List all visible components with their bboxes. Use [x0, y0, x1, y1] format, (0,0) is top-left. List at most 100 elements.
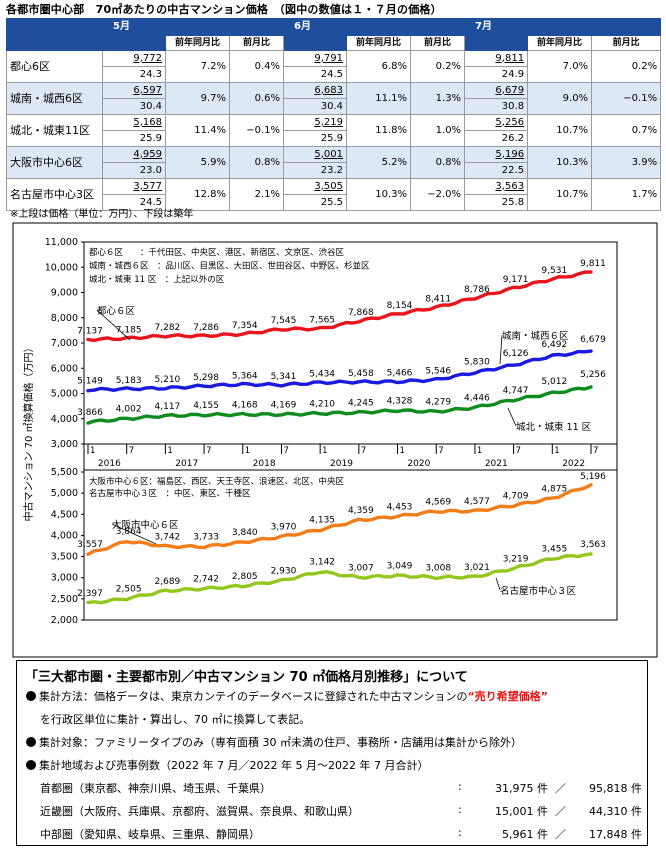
data-label: 5,298 — [193, 373, 219, 383]
y-tick-label: 11,000 — [45, 237, 78, 248]
mom-cell: 1.3% — [410, 82, 466, 115]
mom-cell: 2.1% — [228, 178, 285, 211]
data-label: 5,546 — [425, 367, 451, 377]
data-label: 3,007 — [348, 563, 374, 573]
data-label: 5,466 — [387, 369, 413, 379]
header-blank — [283, 35, 348, 51]
info-region-line: 集計地域および売事例数（2022 年 7 月／2022 年 5 月～2022 年… — [26, 757, 428, 773]
yoy-cell: 5.2% — [346, 146, 412, 179]
legend-note: 城北・城東 11 区 ：上記以外の区 — [89, 274, 225, 285]
data-label: 5,458 — [348, 369, 374, 379]
y-tick-label: 5,000 — [51, 389, 78, 400]
y-tick-label: 7,000 — [51, 338, 78, 349]
series-line — [86, 270, 593, 343]
data-label: 7,565 — [309, 316, 335, 326]
x-tick-label: 7 — [516, 446, 521, 456]
price-cell: 5,219 — [283, 114, 348, 131]
yoy-cell: 6.8% — [346, 50, 412, 83]
data-label: 4,328 — [387, 396, 413, 406]
data-label: 3,142 — [309, 558, 335, 568]
data-label: 5,012 — [541, 377, 567, 387]
y-tick-label: 2,500 — [51, 594, 78, 605]
y-tick-label: 8,000 — [51, 313, 78, 324]
price-cell: 4,959 — [102, 146, 166, 163]
data-label: 5,210 — [155, 375, 181, 385]
data-label: 7,354 — [232, 321, 258, 331]
price-cell: 9,772 — [102, 50, 166, 67]
data-label: 7,545 — [271, 316, 297, 326]
y-tick-label: 5,500 — [51, 467, 78, 478]
data-label: 2,505 — [116, 585, 142, 595]
leader-line — [96, 309, 131, 341]
price-cell: 3,577 — [102, 178, 166, 195]
area-count-month: 15,001 件 — [495, 805, 548, 818]
area-sep: ／ — [555, 828, 566, 841]
header-blank — [464, 35, 529, 51]
mom-cell: 1.0% — [410, 114, 466, 147]
age-cell: 24.5 — [283, 66, 348, 83]
price-cell: 5,196 — [464, 146, 529, 163]
series-name-label: 城北・城東 11 区 — [516, 421, 592, 433]
data-label: 5,196 — [580, 472, 606, 482]
data-label: 2,689 — [155, 577, 181, 587]
data-label: 4,569 — [425, 497, 451, 507]
area-sep: ／ — [555, 805, 566, 818]
x-tick-label: 7 — [593, 446, 598, 456]
yoy-cell: 11.8% — [346, 114, 412, 147]
price-cell: 5,256 — [464, 114, 529, 131]
legend-note: 都心６区 ：千代田区、中央区、港区、新宿区、文京区、渋谷区 — [89, 247, 345, 258]
y-tick-label: 3,000 — [51, 573, 78, 584]
data-label: 2,742 — [193, 575, 219, 585]
x-tick-label: 1 — [167, 446, 172, 456]
data-label: 4,168 — [232, 401, 258, 411]
x-tick-label: 1 — [554, 446, 559, 456]
yoy-cell: 10.3% — [346, 178, 412, 211]
mom-cell: 1.7% — [591, 178, 662, 211]
bullet-icon — [26, 691, 36, 701]
mom-cell: −0.1% — [591, 82, 662, 115]
legend-note: 名古屋市中心３区 ：中区、東区、千種区 — [89, 488, 251, 499]
area-count-total: 95,818 件 — [589, 782, 642, 795]
age-cell: 30.8 — [464, 98, 529, 115]
data-label: 4,245 — [348, 399, 374, 409]
mom-cell: 0.7% — [591, 114, 662, 147]
area-sep: ／ — [555, 782, 566, 795]
yoy-cell: 11.4% — [165, 114, 230, 147]
data-label: 7,286 — [193, 323, 219, 333]
info-method-cont: を行政区単位に集計・算出し、70 ㎡に換算して表記。 — [40, 713, 311, 726]
price-cell: 6,683 — [283, 82, 348, 99]
series-line — [86, 483, 593, 556]
chart-area: 3,000 4,000 5,000 6,000 7,000 8,000 9,000 10,00… — [12, 222, 658, 658]
price-cell: 3,505 — [283, 178, 348, 195]
yoy-cell: 11.1% — [346, 82, 412, 115]
data-label: 4,453 — [387, 502, 413, 512]
table-row: 城北・城東11区 5,168 11.4% −0.1% 5,219 11.8% 1.0% 5,2… — [6, 114, 662, 147]
data-label: 3,219 — [503, 554, 529, 564]
data-label: 5,364 — [232, 371, 258, 381]
age-cell: 23.0 — [102, 162, 166, 179]
info-method-highlight: “売り希望価格” — [467, 690, 548, 703]
age-cell: 24.3 — [102, 66, 166, 83]
area-name: 中部圏（愛知県、岐阜県、三重県、静岡県） — [40, 828, 260, 841]
data-label: 4,747 — [503, 386, 529, 396]
mom-cell: 0.2% — [410, 50, 466, 83]
data-label: 4,709 — [503, 491, 529, 501]
price-cell: 3,563 — [464, 178, 529, 195]
mom-cell: −0.1% — [228, 114, 285, 147]
price-cell: 5,001 — [283, 146, 348, 163]
data-label: 5,830 — [464, 358, 490, 368]
year-label: 2016 — [98, 459, 121, 469]
age-cell: 24.9 — [464, 66, 529, 83]
data-label: 4,117 — [155, 402, 181, 412]
data-label: 8,411 — [425, 294, 451, 304]
data-label: 3,742 — [155, 532, 181, 542]
header-mom: 前月比 — [228, 35, 285, 51]
data-label: 5,149 — [77, 377, 103, 387]
yoy-cell: 5.9% — [165, 146, 230, 179]
data-label: 7,868 — [348, 308, 374, 318]
y-tick-label: 10,000 — [45, 262, 78, 273]
info-box — [16, 660, 648, 846]
area-name: 近畿圏（大阪府、兵庫県、京都府、滋賀県、奈良県、和歌山県） — [40, 805, 359, 818]
table-row: 25.9 25.9 26.2 — [7, 130, 661, 147]
data-label: 4,169 — [271, 400, 297, 410]
